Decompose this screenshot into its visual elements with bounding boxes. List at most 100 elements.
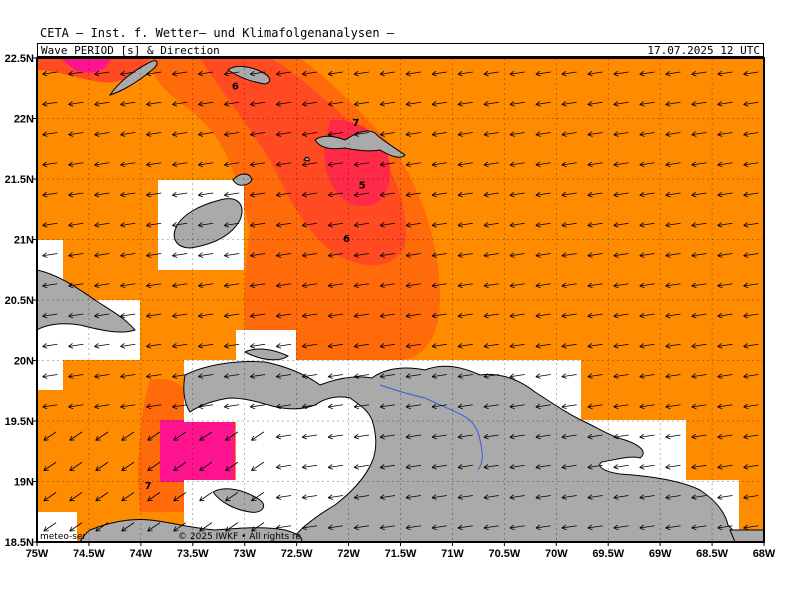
direction-arrow bbox=[483, 101, 499, 107]
direction-arrow bbox=[68, 222, 84, 228]
direction-arrow bbox=[250, 252, 266, 258]
direction-arrow bbox=[535, 403, 551, 410]
direction-arrow bbox=[457, 191, 473, 198]
y-tick-label: 20N bbox=[14, 356, 34, 368]
direction-arrow bbox=[639, 494, 655, 500]
direction-arrow bbox=[665, 373, 681, 379]
direction-arrow bbox=[353, 222, 370, 228]
direction-arrow bbox=[121, 461, 135, 472]
direction-arrow bbox=[327, 373, 344, 379]
great-inagua bbox=[173, 198, 243, 249]
direction-arrow bbox=[379, 464, 395, 470]
direction-arrow bbox=[327, 131, 344, 137]
direction-arrow bbox=[301, 101, 318, 107]
direction-arrow bbox=[691, 252, 707, 258]
direction-arrow bbox=[276, 343, 292, 349]
direction-arrow bbox=[535, 252, 551, 258]
x-tick-label: 69.5W bbox=[592, 548, 624, 560]
contour-labels: 6 7 5 6 7 bbox=[145, 81, 366, 491]
direction-arrow bbox=[613, 101, 629, 107]
map-area: 6 7 5 6 7 bbox=[37, 58, 764, 542]
direction-arrow bbox=[276, 524, 292, 531]
direction-arrow bbox=[405, 433, 421, 440]
direction-arrow bbox=[42, 191, 58, 198]
x-tick-label: 75W bbox=[26, 548, 49, 560]
direction-arrow bbox=[198, 252, 214, 258]
direction-arrow bbox=[353, 131, 370, 137]
direction-arrow bbox=[353, 433, 370, 440]
direction-arrow bbox=[483, 312, 499, 319]
direction-arrow bbox=[717, 312, 733, 319]
y-tick-label: 22.5N bbox=[5, 53, 34, 65]
direction-arrow bbox=[431, 343, 447, 349]
direction-arrow bbox=[250, 70, 266, 77]
direction-arrow bbox=[68, 131, 84, 137]
direction-arrow bbox=[146, 101, 162, 107]
direction-arrow bbox=[431, 101, 447, 107]
direction-arrow bbox=[639, 131, 655, 137]
direction-arrow bbox=[457, 403, 473, 410]
direction-arrow bbox=[509, 373, 525, 379]
direction-arrow bbox=[509, 252, 525, 258]
direction-arrow bbox=[94, 222, 110, 228]
direction-arrow bbox=[691, 464, 707, 470]
direction-arrow bbox=[639, 282, 655, 289]
direction-arrow bbox=[613, 161, 629, 168]
direction-arrow bbox=[509, 343, 525, 349]
direction-arrow bbox=[198, 403, 214, 410]
direction-arrow bbox=[587, 433, 603, 440]
direction-arrow bbox=[276, 373, 292, 379]
direction-arrow bbox=[509, 131, 525, 137]
direction-arrow bbox=[743, 373, 759, 379]
direction-arrow bbox=[561, 70, 577, 77]
x-tick-label: 73W bbox=[233, 548, 256, 560]
direction-arrow bbox=[743, 161, 759, 168]
direction-arrow bbox=[535, 373, 551, 379]
direction-arrow bbox=[561, 282, 577, 289]
direction-arrow bbox=[250, 131, 266, 137]
direction-arrow bbox=[379, 343, 395, 349]
direction-arrow bbox=[509, 524, 525, 531]
direction-arrow bbox=[353, 312, 370, 319]
product-bar: Wave PERIOD [s] & Direction 17.07.2025 1… bbox=[37, 43, 764, 57]
direction-arrow bbox=[327, 282, 344, 289]
direction-arrow bbox=[483, 524, 499, 531]
direction-arrow bbox=[743, 131, 759, 137]
direction-arrow bbox=[276, 70, 292, 77]
direction-arrow bbox=[561, 464, 577, 470]
direction-arrow bbox=[457, 282, 473, 289]
direction-arrow bbox=[457, 70, 473, 77]
direction-arrow bbox=[353, 403, 370, 410]
direction-arrow bbox=[276, 464, 292, 470]
y-tick-label: 21N bbox=[14, 235, 34, 247]
direction-arrow bbox=[743, 282, 759, 289]
direction-arrow bbox=[94, 403, 110, 410]
direction-arrow bbox=[224, 403, 240, 410]
direction-arrow bbox=[301, 131, 318, 137]
direction-arrow bbox=[379, 433, 395, 440]
direction-arrow bbox=[561, 222, 577, 228]
direction-arrow bbox=[69, 522, 83, 532]
direction-arrow bbox=[301, 161, 318, 168]
y-tick-label: 21.5N bbox=[5, 174, 34, 186]
direction-arrow bbox=[587, 101, 603, 107]
direction-arrow bbox=[353, 252, 370, 258]
direction-arrow bbox=[379, 312, 395, 319]
direction-arrow bbox=[68, 101, 84, 107]
y-tick-label: 19N bbox=[14, 477, 34, 489]
direction-arrow bbox=[587, 161, 603, 168]
direction-arrow bbox=[535, 312, 551, 319]
direction-arrow bbox=[146, 312, 162, 319]
direction-arrow bbox=[691, 161, 707, 168]
direction-arrow bbox=[405, 403, 421, 410]
direction-arrow bbox=[717, 101, 733, 107]
direction-arrow bbox=[665, 131, 681, 137]
direction-arrow bbox=[665, 403, 681, 410]
direction-arrow bbox=[691, 312, 707, 319]
direction-arrow bbox=[69, 461, 83, 472]
direction-arrow bbox=[198, 312, 214, 319]
direction-arrow bbox=[535, 494, 551, 500]
direction-arrow bbox=[405, 161, 421, 168]
direction-arrow bbox=[691, 373, 707, 379]
